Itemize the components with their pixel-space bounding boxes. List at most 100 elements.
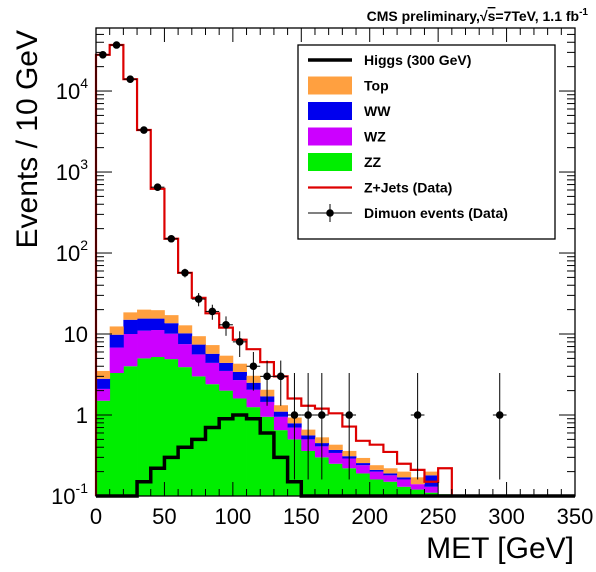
stack-zz-bar [232,398,247,496]
data-point [123,75,138,83]
stack-ww-bar [397,477,412,480]
x-tick-label: 0 [90,504,102,529]
stack-ww-bar [273,411,288,417]
stack-ww-bar [328,449,343,453]
data-point [137,126,151,134]
stack-zz-bar [260,416,275,496]
data-point-marker [140,126,148,134]
data-point-marker [167,234,176,243]
stack-wz-bar [205,362,220,385]
data-point-marker [276,372,285,381]
data-point-marker [99,51,107,59]
stack-wz-bar [260,401,275,417]
stack-wz-bar [109,347,124,374]
data-point-marker [345,411,353,419]
stack-ww-bar [123,319,138,335]
data-point-marker [153,183,162,191]
stack-top-bar [164,315,179,324]
stack-ww-bar [164,323,179,334]
legend-label: ZZ [364,154,382,170]
stack-zz-bar [356,473,371,496]
legend-swatch [308,153,352,171]
stack-zz-bar [219,390,234,496]
stack-zz-bar [109,373,124,496]
data-point [232,331,247,358]
stack-wz-bar [137,330,152,359]
stack-wz-bar [383,475,398,482]
legend-label: WZ [364,129,386,145]
stack-zz-bar [96,400,111,496]
data-point [314,373,329,480]
x-tick-label: 150 [283,504,320,529]
data-point [301,373,315,480]
data-point [219,316,233,336]
data-point [164,234,179,243]
stack-zz-bar [150,357,165,496]
data-point [246,351,261,391]
stack-top-bar [137,309,152,319]
legend-label: Dimuon events (Data) [364,205,508,221]
stack-top-bar [383,468,398,474]
stack-top-bar [178,325,193,334]
stack-wz-bar [328,452,343,464]
stack-zz-bar [383,481,398,496]
legend-label: WW [364,103,391,119]
legend-label: Z+Jets (Data) [364,180,452,196]
axes: 0 50 100 150 200 250 300 350 10-1 1 10 102 103 104 [51,27,593,529]
legend-entry: Top [308,76,389,95]
chart-header-text: CMS preliminary,√s=7TeV, 1.1 fb-1 [367,7,589,24]
stack-zz-bar [342,468,357,496]
y-tick-label: 104 [56,75,88,104]
stack-zz-bar [178,367,193,496]
x-tick-label: 250 [420,504,457,529]
stack-top-bar [232,363,247,372]
data-point-marker [263,372,271,381]
stack-wz-bar [273,416,288,431]
stack-top-bar [356,457,371,464]
stack-ww-bar [137,318,152,331]
x-axis-ticks: 0 50 100 150 200 250 300 350 [90,28,593,529]
stack-top-bar [410,477,425,485]
plot-frame [95,27,576,497]
legend-swatch [308,76,352,95]
stack-zz-bar [123,366,138,496]
y-tick-label: 10-1 [51,480,88,509]
stack-ww-bar [205,353,220,363]
data-point [492,373,507,480]
stack-top-bar [424,471,439,476]
data-point-marker [222,320,230,329]
stack-top-bar [96,370,111,379]
stack-zz-bar [246,407,261,496]
chart-header: CMS preliminary,√s=7TeV, 1.1 fb-1 [367,7,589,24]
x-tick-label: 200 [351,504,388,529]
stack-ww-bar [232,371,247,381]
stack-wz-bar [369,471,384,480]
stack-top-bar [219,355,234,363]
stack-ww-bar [150,318,165,331]
legend-entry: WZ [308,127,386,146]
stack-wz-bar [123,334,138,367]
data-point-marker [235,338,244,346]
legend-entry: Higgs (300 GeV) [308,52,471,68]
stack-zz-bar [191,376,206,496]
stack-top-bar [397,471,412,478]
legend-swatch [308,127,352,146]
y-tick-label: 102 [56,237,88,266]
stack-ww-bar [109,334,124,348]
stack-top-bar [273,405,288,412]
stack-top-bar [205,345,220,354]
stack-zz-bar [410,489,425,496]
stack-ww-bar [191,344,206,355]
data-point-marker [249,362,258,371]
stack-ww-bar [369,469,384,472]
data-point-marker [413,411,422,419]
stack-zz-bar [328,463,343,496]
data-point [109,41,124,49]
stack-top-bar [369,465,384,470]
stack-top-bar [109,326,124,335]
data-point [205,304,220,320]
stack-ww-bar [219,362,234,371]
stack-wz-bar [96,388,111,401]
stack-top-bar [328,444,343,450]
